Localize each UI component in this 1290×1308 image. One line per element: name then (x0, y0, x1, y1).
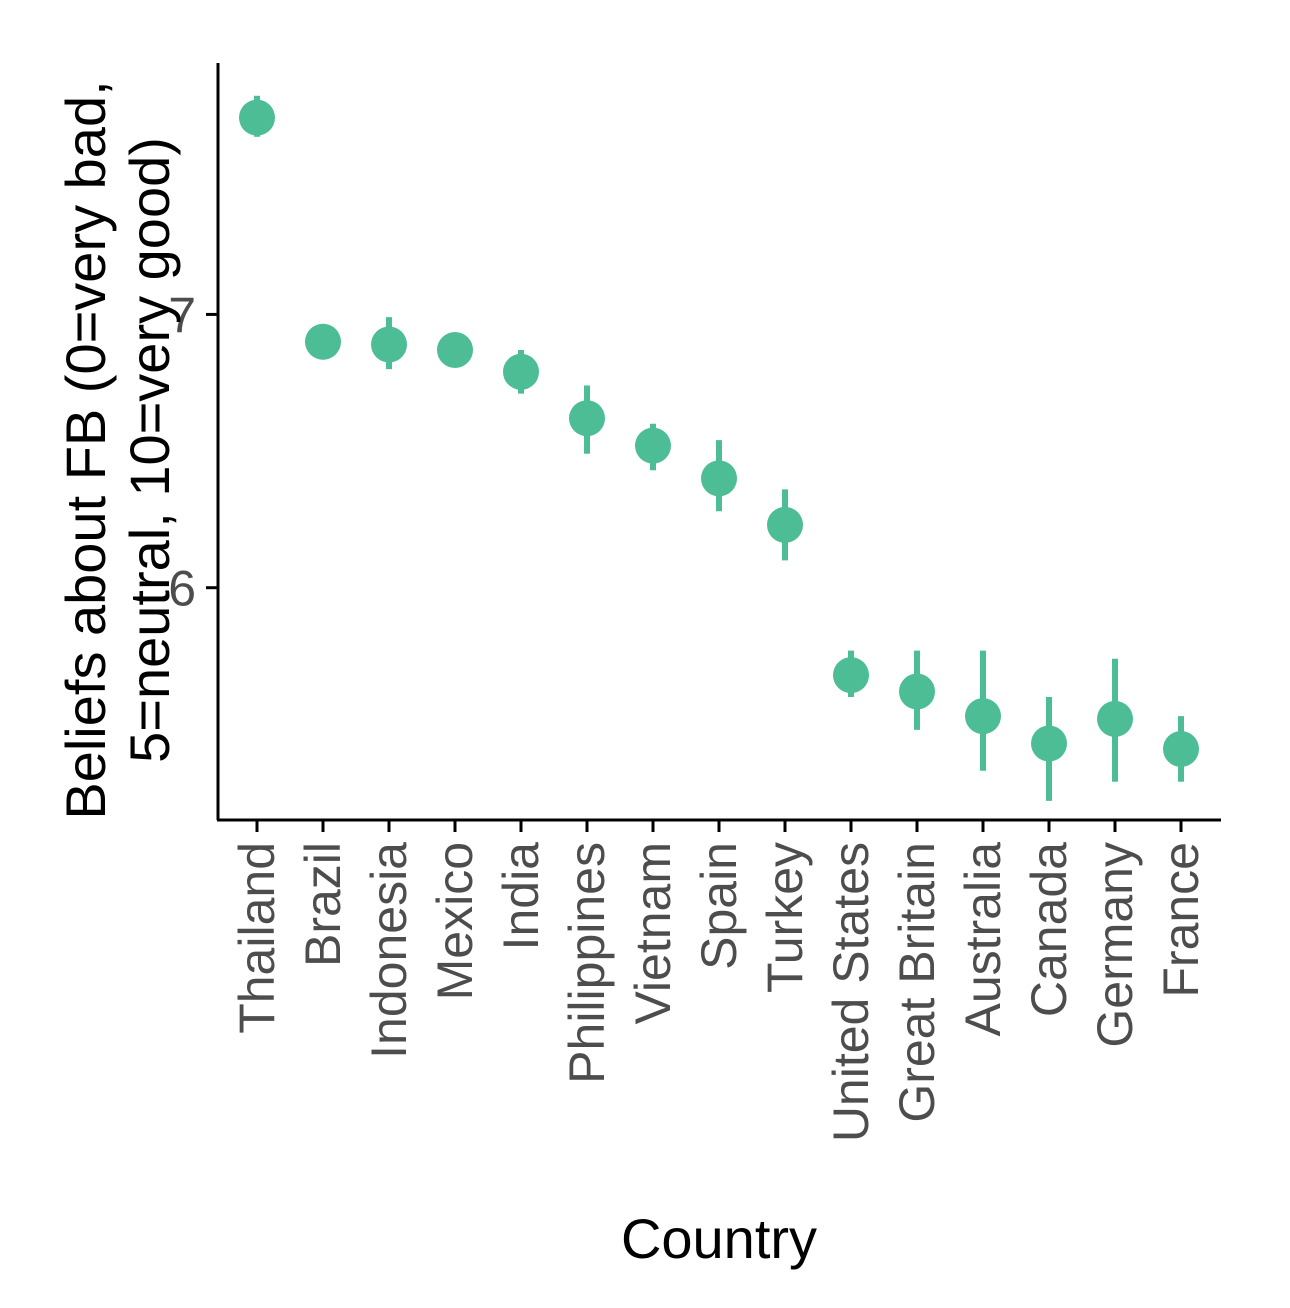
x-tick-label: Germany (1087, 842, 1143, 1048)
x-tick-label: Turkey (757, 842, 813, 993)
data-point (437, 331, 473, 368)
y-axis-title-line-2: 5=neutral, 10=very good) (118, 137, 181, 763)
data-point (635, 427, 671, 464)
y-tick-label: 6 (168, 561, 196, 617)
x-tick-label: France (1153, 842, 1209, 998)
y-tick-label: 7 (168, 287, 196, 343)
plot-area (239, 95, 1199, 801)
data-point (833, 657, 869, 694)
x-axis-title: Country (621, 1207, 817, 1270)
data-point (305, 323, 341, 360)
x-tick-label: Canada (1021, 842, 1077, 1017)
data-point (569, 400, 605, 437)
y-axis-title: Beliefs about FB (0=very bad, 5=neutral,… (54, 80, 181, 819)
x-tick-label: India (493, 842, 549, 951)
x-tick-label: Indonesia (361, 842, 417, 1059)
data-point (239, 99, 275, 136)
x-tick-label: Thailand (229, 842, 285, 1034)
x-tick-label: Australia (955, 842, 1011, 1037)
x-tick-label: Philippines (559, 842, 615, 1084)
y-axis-title-line-1: Beliefs about FB (0=very bad, (54, 80, 117, 819)
x-tick-label: Brazil (295, 842, 351, 967)
data-point (1031, 725, 1067, 762)
data-point (701, 460, 737, 497)
x-ticks: Thailand Brazil Indonesia Mexico India Philip… (229, 820, 1209, 1142)
x-tick-label: Great Britain (889, 842, 945, 1123)
y-ticks: 67 (168, 287, 218, 617)
x-tick-label: Mexico (427, 842, 483, 1000)
data-point (1163, 730, 1199, 767)
data-point (767, 506, 803, 543)
x-tick-label: United States (823, 842, 879, 1142)
data-point (371, 326, 407, 363)
data-point (1097, 700, 1133, 737)
data-point (503, 353, 539, 390)
data-point (899, 673, 935, 710)
x-tick-label: Vietnam (625, 842, 681, 1025)
data-point (965, 698, 1001, 735)
x-tick-label: Spain (691, 842, 747, 970)
